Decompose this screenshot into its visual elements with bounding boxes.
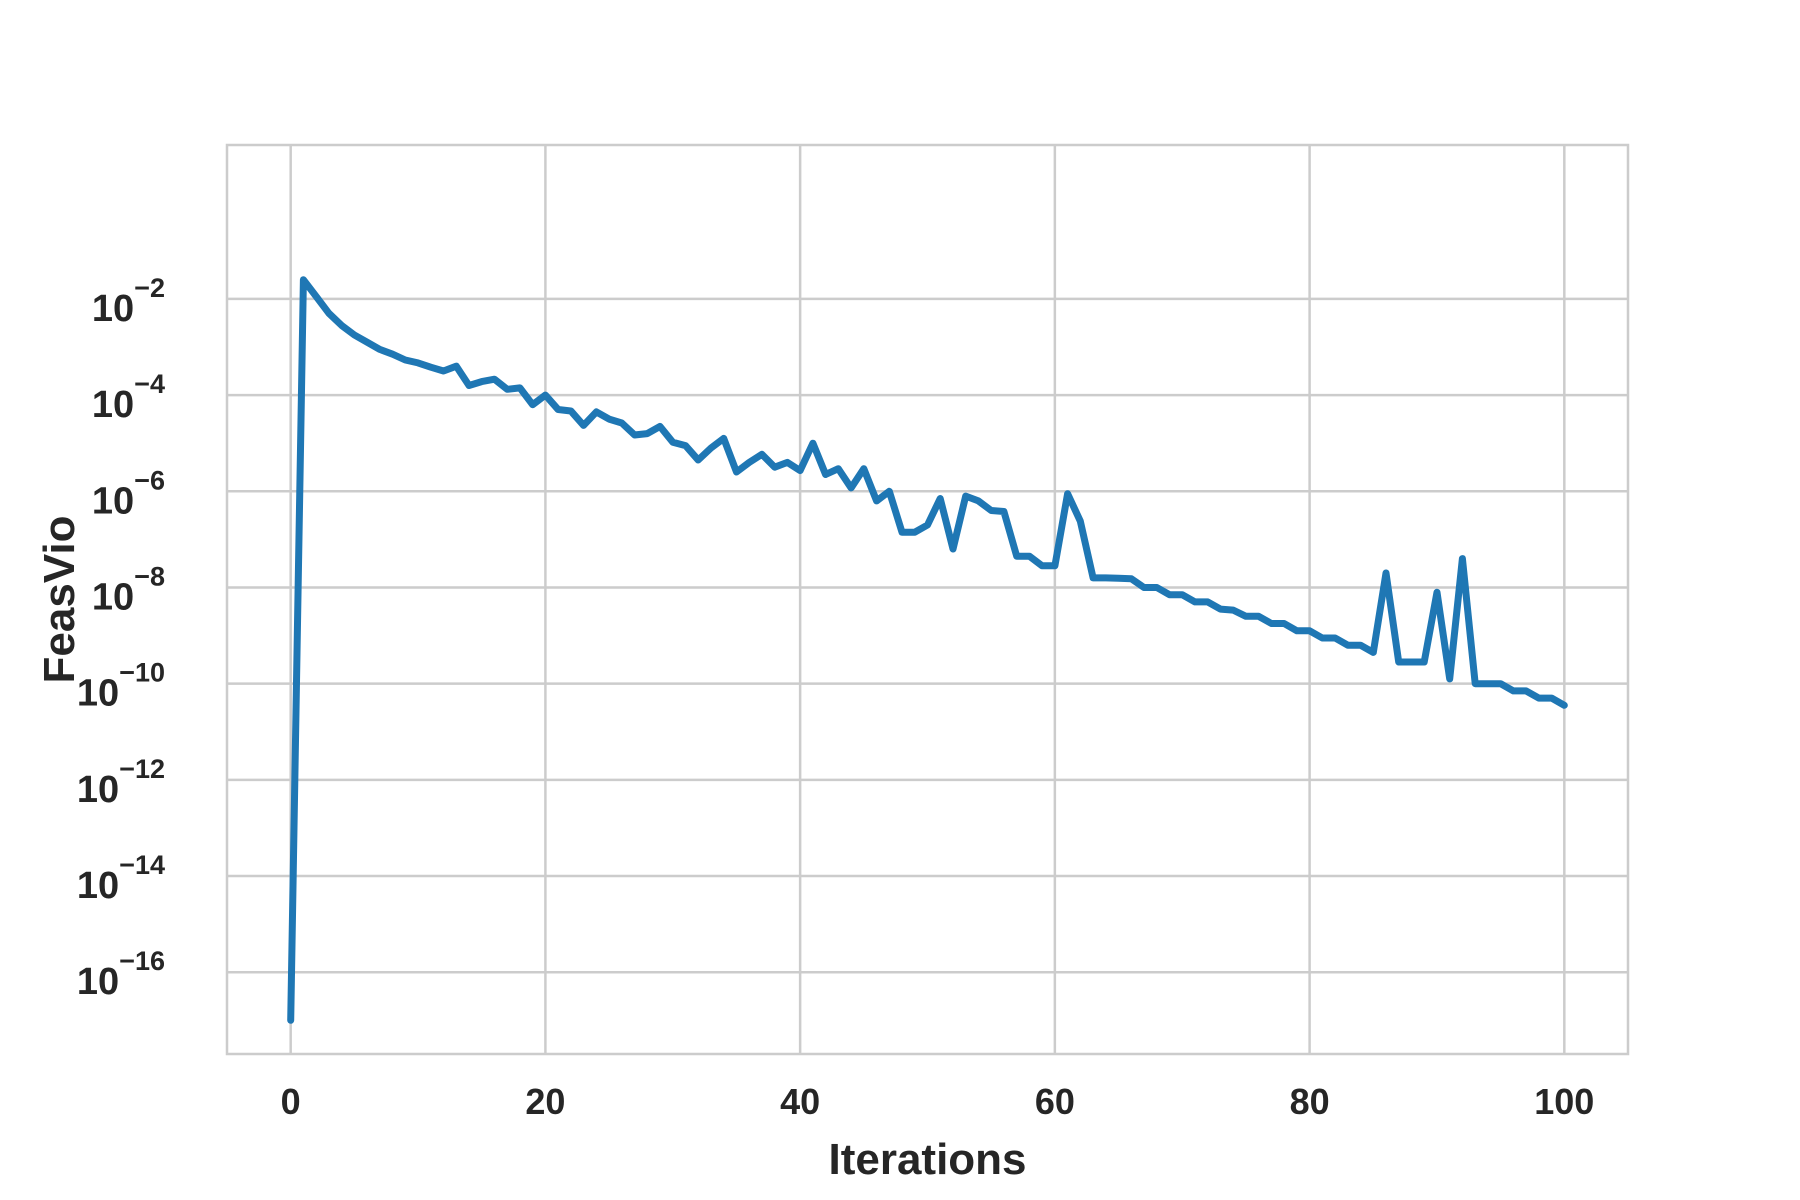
y-axis-label: FeasVio [35, 516, 84, 684]
x-tick-label: 60 [1035, 1081, 1075, 1122]
y-tick-label: 10−16 [77, 946, 165, 1003]
series-line [287, 276, 1568, 1024]
y-tick-label: 10−6 [92, 465, 165, 522]
y-tick-label: 10−10 [77, 658, 165, 715]
x-tick-label: 100 [1534, 1081, 1594, 1122]
plot-background [227, 145, 1628, 1054]
x-tick-label: 20 [525, 1081, 565, 1122]
plot-frame [225, 143, 1630, 1056]
x-axis-label: Iterations [828, 1135, 1026, 1184]
x-tick-label: 0 [281, 1081, 301, 1122]
grid-lines [227, 145, 1628, 1054]
x-tick-label: 40 [780, 1081, 820, 1122]
y-tick-label: 10−2 [92, 273, 165, 330]
y-tick-labels: 10−2 10−4 10−6 10−8 10−10 10−12 10−14 10−16 [77, 273, 165, 1003]
x-tick-label: 80 [1290, 1081, 1330, 1122]
y-tick-label: 10−8 [92, 561, 165, 618]
y-tick-label: 10−4 [92, 369, 165, 426]
y-tick-label: 10−12 [77, 754, 165, 811]
x-tick-labels: 0 20 40 60 80 100 [281, 1081, 1595, 1122]
y-tick-label: 10−14 [77, 850, 165, 907]
